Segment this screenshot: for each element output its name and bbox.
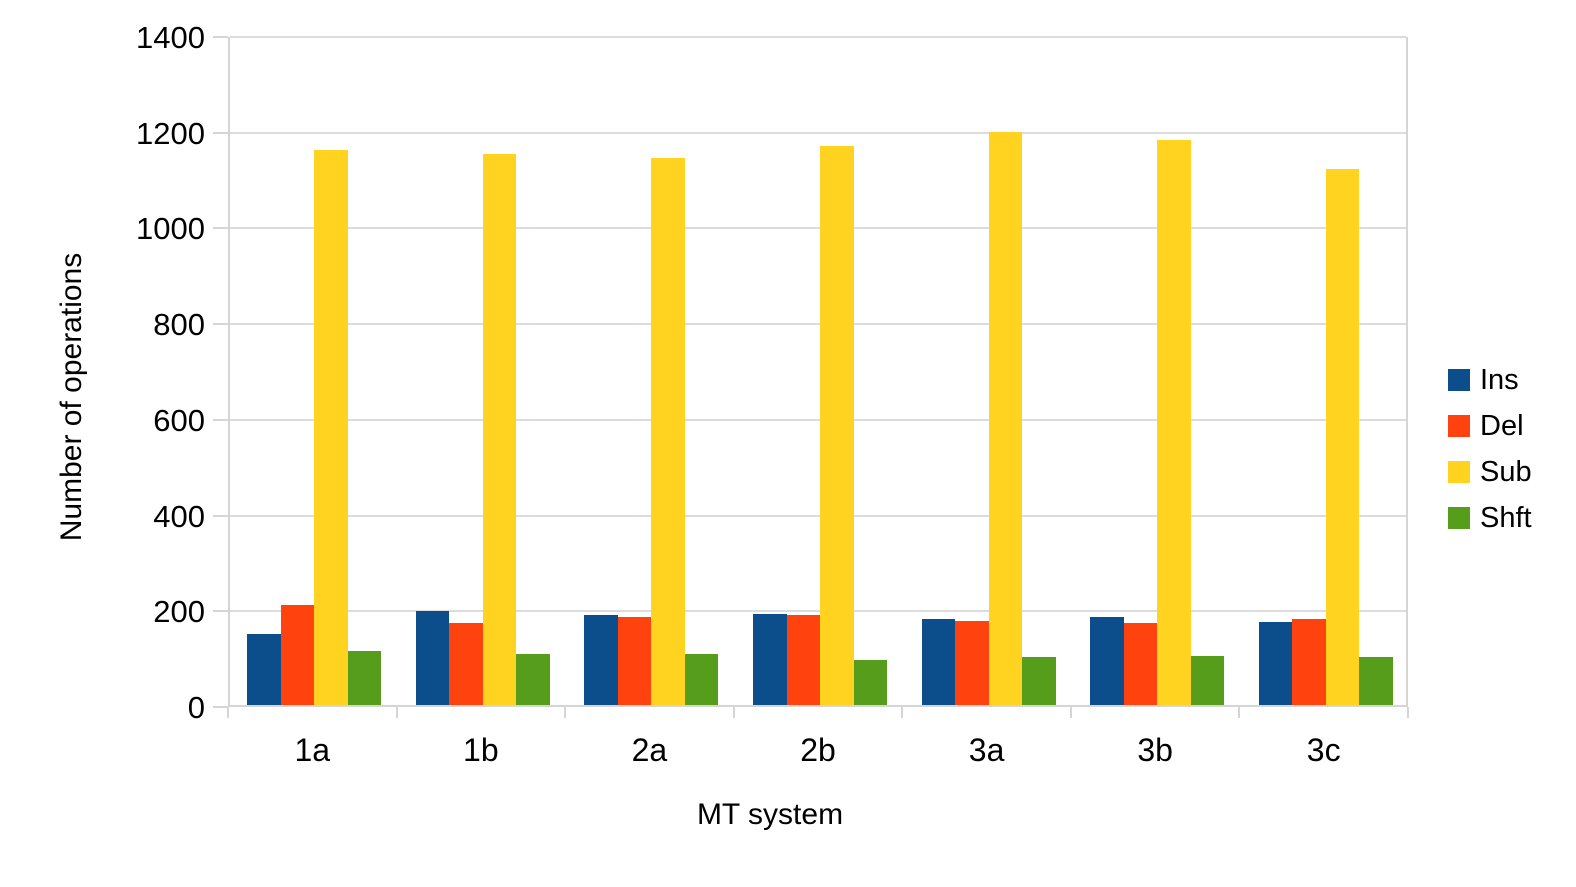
y-tick-label-1200: 1200 <box>136 115 205 151</box>
y-axis-tick <box>213 706 228 708</box>
y-tick-label-1000: 1000 <box>136 211 205 247</box>
x-tick-label-2b: 2b <box>800 732 836 768</box>
legend: Ins Del Sub Shft <box>1448 363 1532 550</box>
bar-shft-3c <box>1359 657 1393 705</box>
legend-label-sub: Sub <box>1480 455 1532 488</box>
legend-swatch-ins <box>1448 369 1470 391</box>
bar-del-3a <box>955 621 989 705</box>
legend-label-ins: Ins <box>1480 363 1519 396</box>
x-tick-label-1b: 1b <box>463 732 499 768</box>
legend-swatch-sub <box>1448 461 1470 483</box>
legend-item-del: Del <box>1448 409 1532 442</box>
plot-area <box>228 36 1408 707</box>
legend-label-del: Del <box>1480 409 1524 442</box>
x-tick-label-3a: 3a <box>968 732 1005 768</box>
x-axis-tick <box>395 707 398 718</box>
x-axis-tick <box>1069 707 1072 718</box>
x-axis-tick <box>1238 707 1241 718</box>
bar-ins-2b <box>753 613 787 705</box>
legend-label-shft: Shft <box>1480 501 1532 534</box>
y-tick-label-1400: 1400 <box>136 20 205 55</box>
bar-ins-1b <box>415 610 450 705</box>
bar-sub-1b <box>482 154 517 705</box>
x-tick-label-3b: 3b <box>1137 732 1173 768</box>
bar-sub-1a <box>314 149 348 705</box>
x-tick-label-3c: 3c <box>1306 732 1341 768</box>
y-tick-label-400: 400 <box>153 498 205 534</box>
gridline-y-1200 <box>230 131 1406 134</box>
bar-sub-3b <box>1157 139 1191 705</box>
x-axis-title: MT system <box>696 798 844 831</box>
x-axis-tick <box>227 707 229 718</box>
bar-sub-2b <box>820 146 854 705</box>
y-axis-tick <box>213 131 228 134</box>
y-axis-tick <box>213 418 228 421</box>
gridline-y-800 <box>230 323 1406 326</box>
x-tick-label-2a: 2a <box>631 732 668 768</box>
bar-ins-3a <box>921 618 956 705</box>
bar-sub-3a <box>988 131 1023 705</box>
bar-del-2b <box>786 615 820 705</box>
x-tick-label-1a: 1a <box>294 732 331 768</box>
bar-shft-1a <box>347 651 382 705</box>
x-axis-tick <box>732 707 735 718</box>
bar-ins-1a <box>247 634 281 705</box>
legend-item-sub: Sub <box>1448 455 1532 488</box>
y-axis-title: Number of operations <box>55 252 88 542</box>
bar-del-3c <box>1292 619 1326 705</box>
gridline-y-600 <box>230 418 1406 421</box>
y-tick-label-600: 600 <box>153 402 205 438</box>
legend-item-shft: Shft <box>1448 501 1532 534</box>
y-tick-label-800: 800 <box>153 307 205 343</box>
legend-item-ins: Ins <box>1448 363 1532 396</box>
legend-swatch-shft <box>1448 507 1470 529</box>
x-axis-tick <box>1407 707 1409 718</box>
gridline-y-1400 <box>230 36 1406 38</box>
y-tick-label-0: 0 <box>187 690 205 725</box>
bar-shft-3b <box>1190 656 1225 705</box>
bar-shft-1b <box>516 653 550 705</box>
y-axis-tick <box>213 514 228 517</box>
y-axis-tick <box>213 227 228 230</box>
gridline-y-1000 <box>230 227 1406 230</box>
bar-sub-2a <box>651 158 685 705</box>
bar-shft-2a <box>684 654 719 705</box>
bar-ins-3b <box>1090 616 1124 705</box>
bar-del-1b <box>449 623 483 705</box>
bar-ins-2a <box>584 615 618 705</box>
bar-del-2a <box>617 617 652 705</box>
y-tick-label-200: 200 <box>153 594 205 630</box>
gridline-y-400 <box>230 514 1406 517</box>
bar-shft-3a <box>1022 657 1056 705</box>
bar-sub-3c <box>1325 169 1360 705</box>
gridline-y-200 <box>230 610 1406 613</box>
x-axis-tick <box>564 707 567 718</box>
x-axis-tick <box>901 707 904 718</box>
y-axis-tick <box>213 610 228 613</box>
bar-shft-2b <box>853 659 887 705</box>
bar-ins-3c <box>1258 622 1293 705</box>
y-axis-tick <box>213 323 228 326</box>
bar-del-1a <box>280 604 315 705</box>
bar-del-3b <box>1123 623 1158 705</box>
y-axis-tick <box>213 36 228 38</box>
legend-swatch-del <box>1448 415 1470 437</box>
